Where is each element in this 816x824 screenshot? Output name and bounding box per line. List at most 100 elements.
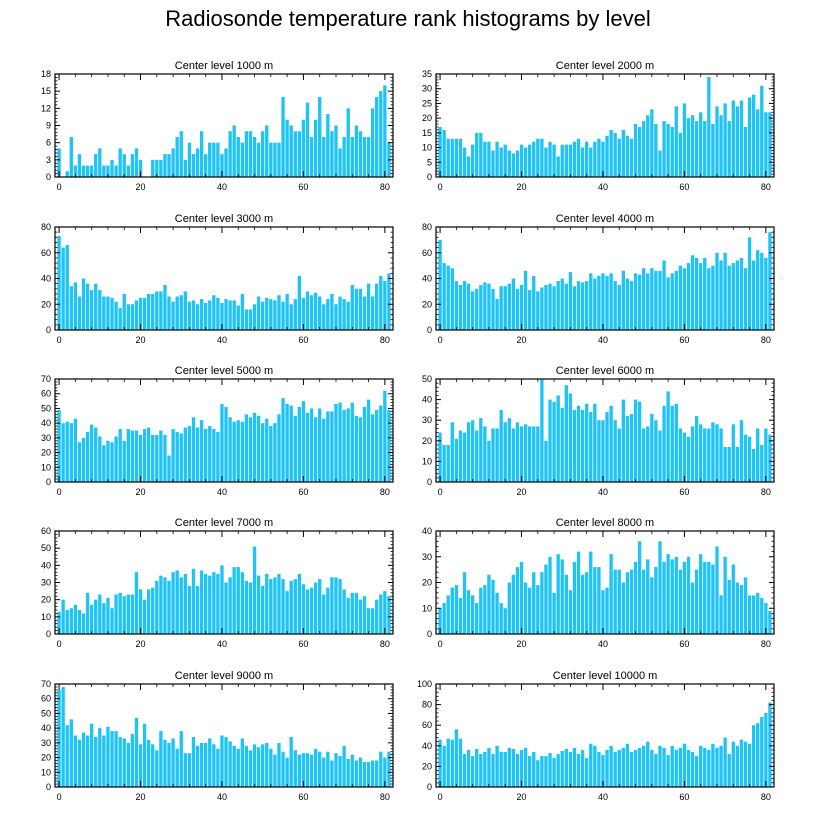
histogram-bar <box>548 141 552 177</box>
histogram-bar <box>159 430 163 482</box>
histogram-bar <box>637 401 642 482</box>
histogram-panel: Center level 2000 m 0 5 10 15 20 25 30 35 0 20 40 60… <box>422 60 775 192</box>
histogram-bar <box>167 296 171 330</box>
histogram-bar <box>318 751 322 787</box>
histogram-bar <box>678 569 683 635</box>
histogram-bar <box>326 299 330 330</box>
histogram-bar <box>375 283 379 330</box>
y-tick-label: 10 <box>422 603 432 613</box>
histogram-bar <box>536 291 540 331</box>
x-tick-label: 20 <box>136 182 146 192</box>
histogram-bar <box>301 297 306 330</box>
histogram-bar <box>61 423 65 482</box>
histogram-bar <box>450 422 454 482</box>
histogram-bar <box>269 579 273 634</box>
histogram-bar <box>118 592 122 634</box>
histogram-bar <box>642 121 646 177</box>
histogram-bar <box>756 592 760 634</box>
histogram-bar <box>171 572 175 634</box>
histogram-bar <box>379 275 383 330</box>
histogram-bar <box>625 572 630 634</box>
histogram-bar <box>548 556 552 634</box>
histogram-bar <box>764 112 768 177</box>
histogram-bar <box>224 736 228 787</box>
histogram-bar <box>727 265 731 331</box>
histogram-bar <box>289 736 293 787</box>
histogram-bar <box>739 257 744 330</box>
histogram-bar <box>122 596 126 634</box>
histogram-bar <box>346 597 350 634</box>
histogram-bar <box>621 582 625 634</box>
histogram-bar <box>110 442 114 482</box>
histogram-bar <box>118 308 122 330</box>
histogram-bar <box>723 446 727 482</box>
histogram-bar <box>338 402 342 482</box>
histogram-bar <box>519 144 524 177</box>
histogram-bar <box>293 415 297 482</box>
histogram-bar <box>269 299 273 330</box>
histogram-bar <box>678 747 683 787</box>
histogram-bar <box>764 257 768 330</box>
histogram-bar <box>515 150 520 177</box>
x-tick-label: 0 <box>57 639 62 649</box>
histogram-bar <box>248 309 253 330</box>
x-tick-label: 20 <box>136 639 146 649</box>
histogram-bar <box>609 273 613 330</box>
histogram-bar <box>751 94 756 177</box>
histogram-bar <box>224 406 228 482</box>
histogram-bar <box>601 420 605 482</box>
y-tick-label: 25 <box>422 98 432 108</box>
histogram-bar <box>564 385 568 482</box>
histogram-bar <box>98 594 102 634</box>
histogram-bar <box>454 138 459 177</box>
histogram-bar <box>126 594 130 634</box>
histogram-bar <box>751 595 756 635</box>
y-tick-label: 100 <box>417 679 432 689</box>
histogram-bar <box>265 573 269 634</box>
histogram-bar <box>629 281 634 330</box>
histogram-bar <box>256 142 261 177</box>
histogram-bar <box>686 118 691 177</box>
y-tick-label: 30 <box>41 433 51 443</box>
histogram-bar <box>236 420 240 482</box>
y-tick-label: 40 <box>41 723 51 733</box>
histogram-bar <box>511 278 516 330</box>
histogram-bar <box>450 268 454 330</box>
histogram-bar <box>142 723 147 787</box>
histogram-bar <box>216 297 220 330</box>
histogram-bar <box>756 250 760 330</box>
histogram-bar <box>532 275 536 330</box>
histogram-bar <box>662 260 666 330</box>
histogram-bar <box>204 742 208 787</box>
histogram-bar <box>98 436 102 482</box>
histogram-bar <box>89 424 94 482</box>
histogram-bar <box>293 579 297 634</box>
histogram-bar <box>134 300 139 330</box>
x-tick-label: 40 <box>598 487 608 497</box>
histogram-bar <box>438 432 442 482</box>
histogram-bar <box>232 421 236 482</box>
histogram-bar <box>118 148 122 177</box>
histogram-bar <box>208 300 212 330</box>
histogram-bar <box>442 263 446 330</box>
histogram-bar <box>475 430 479 482</box>
histogram-bar <box>503 608 507 634</box>
histogram-bar <box>654 567 658 634</box>
histogram-bar <box>597 567 601 634</box>
histogram-bar <box>466 283 471 330</box>
histogram-bar <box>527 587 532 634</box>
panel-frame <box>54 683 394 788</box>
histogram-bar <box>658 270 662 330</box>
histogram-bar <box>650 109 654 177</box>
x-tick-label: 20 <box>136 335 146 345</box>
histogram-bar <box>527 756 532 787</box>
histogram-bar <box>658 150 662 177</box>
histogram-bar <box>495 141 499 177</box>
histogram-bar <box>719 115 723 177</box>
histogram-bar <box>446 138 450 177</box>
histogram-bar <box>187 426 192 482</box>
histogram-bar <box>601 590 605 634</box>
histogram-bar <box>462 432 467 482</box>
histogram-bar <box>678 132 683 177</box>
histogram-bar <box>617 569 621 635</box>
